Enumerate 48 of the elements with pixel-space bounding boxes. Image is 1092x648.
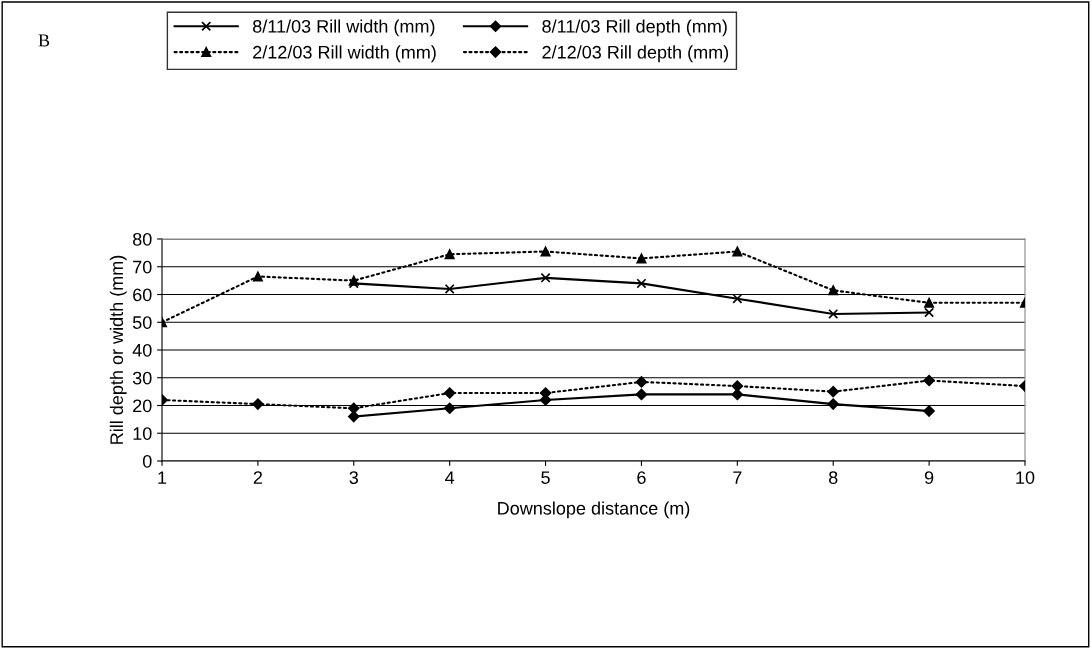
legend-label: 8/11/03 Rill depth (mm): [542, 19, 727, 37]
x-tick-label: 3: [349, 471, 359, 484]
point: [827, 385, 839, 398]
point: [732, 246, 743, 257]
y-tick-label: 40: [132, 343, 152, 357]
x-tick-label: 4: [445, 471, 455, 484]
point: [443, 387, 456, 399]
point: [444, 249, 455, 260]
point: [443, 402, 456, 415]
x-tick-label: 2: [253, 471, 262, 484]
legend-label: 2/12/03 Rill depth (mm): [542, 45, 729, 63]
x-tick-label: 9: [924, 471, 934, 484]
point: [924, 307, 935, 318]
x-tick-label: 6: [637, 471, 646, 484]
point: [827, 398, 839, 410]
y-tick-label: 10: [133, 427, 152, 440]
point: [828, 308, 839, 319]
point: [540, 246, 551, 257]
y-tick-label: 70: [133, 260, 152, 274]
x-axis-title: Downslope distance (m): [498, 501, 690, 519]
legend-label: 8/11/03 Rill width (mm): [253, 19, 435, 37]
text: B: [38, 34, 50, 47]
point: [635, 388, 648, 401]
y-tick-label: 80: [132, 232, 152, 246]
point: [923, 405, 935, 417]
x-tick-label: 7: [733, 471, 742, 484]
point: [252, 398, 264, 410]
point: [828, 285, 839, 296]
point: [731, 380, 744, 392]
y-axis-title: Rill depth or width (mm): [109, 255, 127, 444]
y-tick-label: 0: [142, 454, 152, 468]
y-tick-label: 50: [132, 316, 152, 329]
point: [924, 297, 935, 308]
point: [636, 278, 647, 289]
point: [923, 374, 935, 387]
point: [635, 376, 648, 388]
y-tick-label: 60: [133, 288, 152, 302]
point: [636, 253, 647, 264]
x-tick-label: 10: [1016, 471, 1035, 484]
legend-label: 2/12/03 Rill width (mm): [253, 45, 436, 63]
y-tick-label: 30: [132, 371, 152, 385]
x-tick-label: 8: [828, 471, 838, 484]
point: [540, 272, 551, 283]
x-tick-label: 1: [158, 471, 167, 484]
point: [444, 283, 455, 294]
y-tick-label: 20: [133, 399, 152, 413]
x-tick-label: 5: [541, 471, 550, 484]
point: [252, 271, 263, 282]
